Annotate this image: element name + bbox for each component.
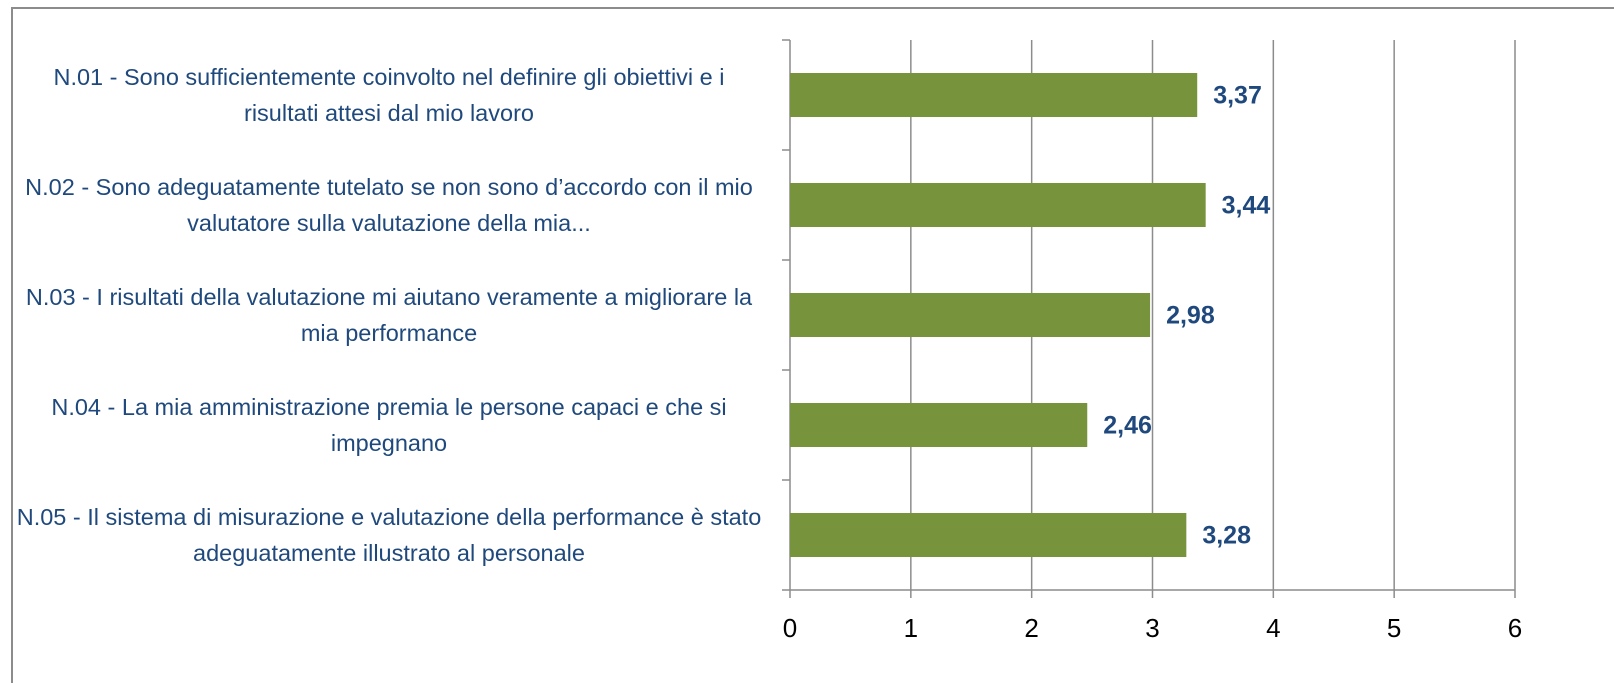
data-label: 2,46 bbox=[1103, 412, 1152, 440]
x-tick-label: 1 bbox=[904, 613, 918, 643]
x-tick-label: 2 bbox=[1024, 613, 1038, 643]
data-label: 3,28 bbox=[1202, 522, 1251, 550]
bar bbox=[790, 73, 1198, 117]
bar bbox=[790, 513, 1187, 557]
data-label: 3,44 bbox=[1222, 192, 1271, 220]
x-tick-label: 5 bbox=[1387, 613, 1401, 643]
chart-frame bbox=[11, 7, 1614, 683]
x-tick-label: 3 bbox=[1145, 613, 1159, 643]
data-label: 2,98 bbox=[1166, 302, 1215, 330]
y-tick-label: N.04 - La mia amministrazione premia le … bbox=[51, 394, 727, 456]
y-tick-label: N.02 - Sono adeguatamente tutelato se no… bbox=[25, 174, 753, 236]
bar bbox=[790, 403, 1088, 447]
x-tick-label: 4 bbox=[1266, 613, 1280, 643]
bar bbox=[790, 183, 1206, 227]
x-tick-label: 6 bbox=[1508, 613, 1522, 643]
y-tick-label: N.03 - I risultati della valutazione mi … bbox=[25, 284, 753, 346]
y-tick-label: N.01 - Sono sufficientemente coinvolto n… bbox=[53, 64, 725, 126]
bar bbox=[790, 293, 1151, 337]
y-tick-label: N.05 - Il sistema di misurazione e valut… bbox=[16, 504, 762, 566]
x-tick-label: 0 bbox=[783, 613, 797, 643]
data-label: 3,37 bbox=[1213, 82, 1262, 110]
